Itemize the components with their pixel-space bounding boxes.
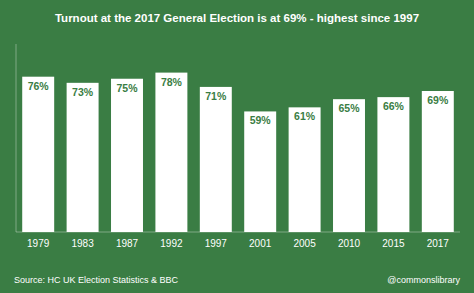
x-tick-label: 2017: [427, 238, 450, 249]
bar: [333, 99, 365, 232]
x-tick-label: 1992: [160, 238, 183, 249]
data-label: 75%: [116, 82, 138, 94]
data-labels: 76% 73% 75% 78% 71% 59% 61% 65% 66% 69%: [28, 76, 449, 127]
x-tick-label: 2001: [249, 238, 272, 249]
data-label: 59%: [250, 114, 272, 126]
data-label: 65%: [338, 102, 360, 114]
x-tick-label: 1983: [71, 238, 94, 249]
x-tick-label: 2010: [338, 238, 361, 249]
data-label: 78%: [161, 76, 183, 88]
title: Turnout at the 2017 General Election is …: [55, 12, 419, 24]
bars: [22, 73, 454, 232]
data-label: 69%: [427, 94, 449, 106]
x-axis-line: [16, 232, 460, 233]
bar: [377, 97, 409, 232]
footer: @commonslibrary: [387, 275, 460, 285]
bar: [22, 77, 54, 232]
x-tick-label: 2015: [382, 238, 405, 249]
bar: [422, 91, 454, 232]
bar: [289, 107, 321, 232]
bar: [67, 83, 99, 232]
bar: [111, 79, 143, 232]
footer: Source: HC UK Election Statistics & BBC: [14, 275, 179, 285]
background: [0, 0, 474, 293]
chart-container: Turnout at the 2017 General Election is …: [0, 0, 474, 293]
chart: Turnout at the 2017 General Election is …: [0, 0, 474, 293]
bar: [200, 87, 232, 232]
bar: [244, 111, 276, 232]
x-tick-label: 2005: [293, 238, 316, 249]
x-tick-label: 1979: [27, 238, 50, 249]
data-label: 76%: [28, 80, 50, 92]
data-label: 61%: [294, 110, 316, 122]
x-ticks: 1979 1983 1987 1992 1997 2001 2005 2010 2015 2017: [27, 238, 449, 249]
data-label: 66%: [383, 100, 405, 112]
x-tick-label: 1987: [116, 238, 139, 249]
bar: [155, 73, 187, 232]
data-label: 71%: [205, 90, 227, 102]
x-tick-label: 1997: [205, 238, 228, 249]
y-axis-line: [16, 44, 17, 232]
data-label: 73%: [72, 86, 94, 98]
